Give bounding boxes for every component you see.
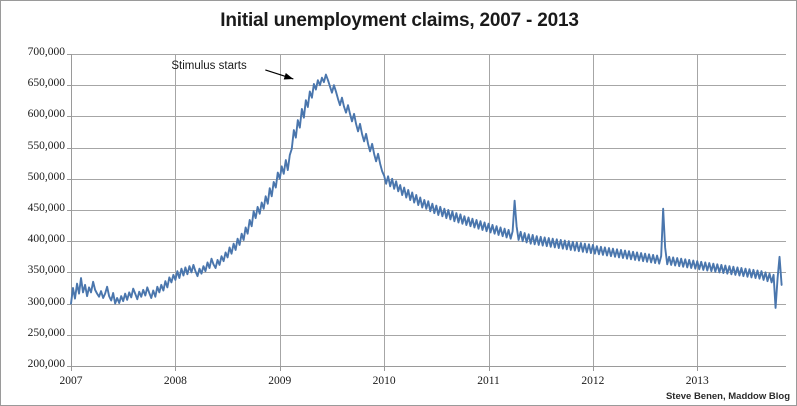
- y-axis-tick-label: 350,000: [27, 264, 65, 277]
- y-axis-tick-label: 300,000: [27, 295, 65, 308]
- x-axis-tick-label: 2011: [477, 375, 500, 387]
- y-axis-tick-label: 450,000: [27, 202, 65, 214]
- x-axis-tick-label: 2013: [685, 375, 709, 387]
- x-axis-tick-label: 2012: [581, 375, 605, 387]
- y-axis-tick-label: 600,000: [27, 108, 65, 121]
- y-axis-labels: 700,000 650,000 600,000 550,000 500,000 450,0…: [1, 1, 65, 405]
- chart-title: Initial unemployment claims, 2007 - 2013: [220, 10, 579, 31]
- x-axis-tick-label: 2007: [59, 375, 83, 387]
- horizontal-gridlines: [71, 54, 786, 336]
- vertical-gridlines: [175, 54, 698, 366]
- credit-attribution: Steve Benen, Maddow Blog: [665, 391, 790, 402]
- y-axis-tick-label: 500,000: [27, 170, 65, 183]
- annotation-arrow: [265, 69, 294, 80]
- y-axis-tick-label: 200,000: [27, 358, 65, 370]
- x-axis-tick-label: 2010: [372, 375, 396, 387]
- x-axis-tick-label: 2009: [268, 375, 292, 387]
- y-axis-tick-label: 250,000: [27, 326, 65, 339]
- y-axis-tick-label: 550,000: [27, 139, 65, 152]
- stimulus-starts-annotation: Stimulus starts: [171, 59, 247, 72]
- annotation-arrow-head: [283, 72, 294, 80]
- x-axis-tick-label: 2008: [163, 375, 187, 387]
- y-axis-tick-label: 650,000: [27, 77, 65, 90]
- data-series-line: [70, 73, 783, 309]
- y-axis-tick-label: 700,000: [27, 46, 65, 58]
- y-axis-tick-label: 400,000: [27, 233, 65, 246]
